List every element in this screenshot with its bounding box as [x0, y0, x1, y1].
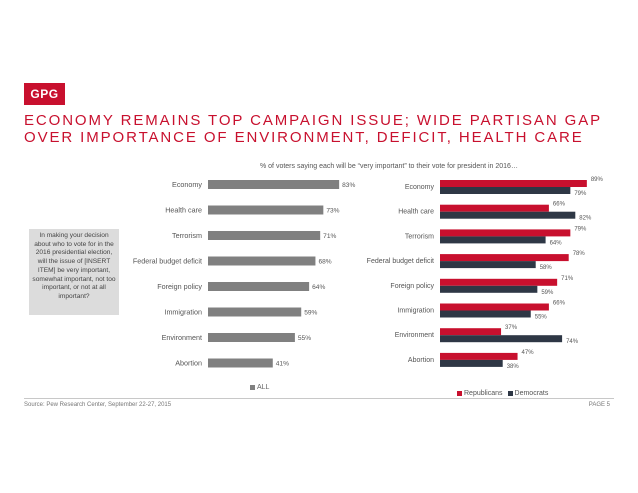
- chart-subtitle: % of voters saying each will be “very im…: [260, 163, 518, 170]
- legend-democrats-label: Democrats: [514, 390, 549, 397]
- bar-republicans-economy: [440, 180, 587, 187]
- bar-democrats-terrorism: [440, 236, 546, 244]
- value-label-republicans-foreign-policy: 71%: [561, 276, 574, 282]
- party-category-label-foreign-policy: Foreign policy: [390, 283, 434, 290]
- value-label-republicans-abortion: 47%: [522, 350, 535, 356]
- bar-all-terrorism: [208, 231, 321, 240]
- bar-all-health-care: [208, 205, 324, 215]
- bar-republicans-health-care: [440, 204, 549, 212]
- value-label-republicans-environment: 37%: [505, 325, 518, 331]
- category-label-health-care: Health care: [165, 206, 202, 215]
- value-label-all-foreign-policy: 64%: [312, 284, 325, 291]
- bar-all-federal-budget-deficit: [208, 256, 316, 266]
- party-category-label-immigration: Immigration: [397, 308, 434, 315]
- value-label-all-environment: 55%: [298, 335, 311, 342]
- value-label-republicans-health-care: 66%: [553, 202, 566, 208]
- value-label-all-terrorism: 71%: [323, 233, 336, 240]
- bar-all-foreign-policy: [208, 282, 310, 291]
- party-category-label-abortion: Abortion: [408, 357, 434, 364]
- bar-republicans-immigration: [440, 303, 549, 311]
- headline: ECONOMY REMAINS TOP CAMPAIGN ISSUE; WIDE…: [24, 112, 624, 146]
- party-category-label-environment: Environment: [395, 332, 434, 339]
- legend-all-swatch: [250, 385, 255, 390]
- bar-democrats-federal-budget-deficit: [440, 261, 536, 269]
- bar-republicans-foreign-policy: [440, 278, 558, 286]
- value-label-democrats-economy: 79%: [574, 191, 587, 197]
- party-category-label-health-care: Health care: [398, 209, 434, 216]
- value-label-democrats-environment: 74%: [566, 339, 579, 345]
- gpg-logo: GPG: [24, 83, 65, 105]
- bar-all-immigration: [208, 307, 302, 317]
- value-label-democrats-abortion: 38%: [507, 364, 520, 370]
- legend-republicans-swatch: [457, 391, 462, 396]
- bar-all-economy: [208, 180, 340, 189]
- category-label-terrorism: Terrorism: [172, 231, 202, 240]
- bar-republicans-federal-budget-deficit: [440, 254, 569, 262]
- category-label-abortion: Abortion: [175, 359, 202, 368]
- legend-all-label: ALL: [257, 384, 270, 391]
- legend-republicans: Republicans: [457, 390, 503, 397]
- value-label-all-federal-budget-deficit: 68%: [318, 259, 331, 266]
- bar-democrats-foreign-policy: [440, 285, 538, 293]
- value-label-republicans-economy: 89%: [591, 177, 604, 183]
- value-label-all-immigration: 59%: [304, 310, 317, 317]
- value-label-democrats-foreign-policy: 59%: [541, 290, 554, 296]
- party-category-label-federal-budget-deficit: Federal budget deficit: [367, 258, 434, 265]
- bar-democrats-economy: [440, 187, 571, 194]
- category-label-economy: Economy: [172, 180, 202, 189]
- bar-all-abortion: [208, 358, 273, 368]
- bar-republicans-terrorism: [440, 229, 571, 237]
- headline-line-1: ECONOMY REMAINS TOP CAMPAIGN ISSUE; WIDE…: [24, 112, 603, 129]
- value-label-democrats-immigration: 55%: [535, 315, 548, 321]
- value-label-democrats-federal-budget-deficit: 58%: [540, 265, 553, 271]
- category-label-federal-budget-deficit: Federal budget deficit: [133, 257, 202, 266]
- category-label-environment: Environment: [162, 333, 202, 342]
- source-note: Source: Pew Research Center, September 2…: [24, 402, 172, 408]
- value-label-republicans-terrorism: 79%: [574, 226, 587, 232]
- party-category-label-terrorism: Terrorism: [405, 233, 434, 240]
- value-label-all-economy: 83%: [342, 182, 355, 189]
- legend-all: ALL: [250, 384, 269, 391]
- footer-divider: [24, 398, 614, 399]
- bar-democrats-immigration: [440, 310, 531, 318]
- bar-democrats-environment: [440, 335, 563, 343]
- bar-republicans-abortion: [440, 352, 518, 360]
- question-text-box: In making your decision about who to vot…: [29, 229, 119, 315]
- bar-democrats-abortion: [440, 359, 503, 367]
- bar-all-environment: [208, 333, 295, 342]
- value-label-republicans-immigration: 66%: [553, 301, 566, 307]
- value-label-republicans-federal-budget-deficit: 78%: [573, 251, 586, 257]
- legend-party: Republicans Democrats: [457, 390, 553, 397]
- value-label-all-abortion: 41%: [276, 361, 289, 368]
- legend-democrats-swatch: [507, 391, 513, 396]
- value-label-democrats-health-care: 82%: [579, 216, 592, 222]
- party-category-label-economy: Economy: [405, 184, 435, 191]
- bar-democrats-health-care: [440, 211, 576, 219]
- value-label-all-health-care: 73%: [326, 208, 339, 215]
- headline-line-2: OVER IMPORTANCE OF ENVIRONMENT, DEFICIT,…: [24, 129, 584, 146]
- value-label-democrats-terrorism: 64%: [550, 240, 563, 246]
- category-label-foreign-policy: Foreign policy: [157, 282, 202, 291]
- legend-democrats: Democrats: [507, 390, 549, 397]
- bar-republicans-environment: [440, 328, 502, 336]
- category-label-immigration: Immigration: [164, 308, 202, 317]
- legend-republicans-label: Republicans: [464, 390, 503, 397]
- page-number: PAGE 5: [588, 402, 610, 408]
